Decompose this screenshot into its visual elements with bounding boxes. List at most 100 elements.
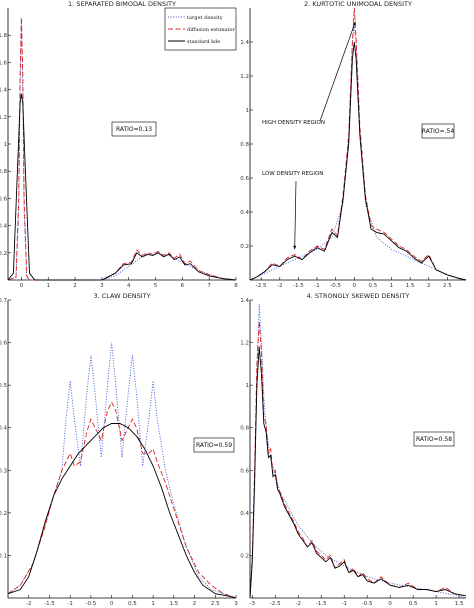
ratio-box <box>193 437 235 453</box>
x-tick-label: -2 <box>296 601 301 607</box>
y-tick-label: 0.1 <box>0 553 7 559</box>
x-tick-label: -0.5 <box>330 283 341 289</box>
annotation-label: HIGH DENSITY REGION <box>262 120 325 126</box>
series-line-solid <box>7 423 237 599</box>
y-tick-label: 0.4 <box>240 210 249 216</box>
x-tick-label: 2.5 <box>443 283 452 289</box>
series-line-dashed <box>249 321 467 599</box>
series-line-dotted <box>7 21 237 281</box>
x-tick-label: -1 <box>341 601 346 607</box>
x-tick-label: 7 <box>207 283 211 289</box>
y-tick-label: 0.6 <box>240 468 249 474</box>
x-tick-label: 0 <box>353 283 357 289</box>
y-tick-label: 0.6 <box>0 341 7 347</box>
x-tick-label: -0.5 <box>86 601 97 607</box>
y-tick-label: 0.5 <box>0 383 7 389</box>
x-tick-label: -1.5 <box>293 283 304 289</box>
series-line-dashed <box>7 401 237 599</box>
chart-title: 1. SEPARATED BIMODAL DENSITY <box>68 0 176 8</box>
y-tick-label: 0.2 <box>240 553 249 559</box>
x-tick-label: -2 <box>26 601 31 607</box>
y-tick-label: 1.4 <box>0 88 7 94</box>
x-tick-label: -2 <box>277 283 282 289</box>
y-tick-label: 1 <box>246 108 250 114</box>
series-line-dotted <box>7 342 237 599</box>
y-tick-label: 1.2 <box>240 341 249 347</box>
series-line-dashed <box>7 17 237 281</box>
x-tick-label: 0 <box>110 601 114 607</box>
x-tick-label: 0 <box>20 283 24 289</box>
ratio-box <box>421 123 455 139</box>
series-line-dotted <box>249 24 467 281</box>
annotation-label: LOW DENSITY REGION <box>262 171 323 177</box>
x-tick-label: -1.5 <box>316 601 327 607</box>
x-tick-label: 1 <box>151 601 155 607</box>
y-tick-label: 0.2 <box>240 244 249 250</box>
ratio-box <box>111 121 157 137</box>
x-tick-label: 1.5 <box>455 601 464 607</box>
x-tick-label: 1 <box>46 283 50 289</box>
x-tick-label: 5 <box>154 283 158 289</box>
x-tick-label: -2.5 <box>256 283 267 289</box>
ratio-label: RATIO=0.13 <box>116 126 152 133</box>
x-tick-label: -1.5 <box>44 601 55 607</box>
y-tick-label: 0.6 <box>240 176 249 182</box>
series-line-solid <box>249 346 467 599</box>
x-tick-label: 0.5 <box>128 601 137 607</box>
legend-label: diffusion estimator <box>187 27 235 33</box>
x-tick-label: -2.5 <box>270 601 281 607</box>
x-tick-label: 1 <box>390 283 394 289</box>
y-tick-label: 1.2 <box>240 74 249 80</box>
annotation-arrowhead <box>293 245 297 250</box>
annotation-arrowhead <box>352 21 356 26</box>
chart-title: 2. KURTOTIC UNIMODAL DENSITY <box>304 0 412 8</box>
legend: target density diffusion estimator standar… <box>164 7 237 51</box>
chart-title: 4. STRONGLY SKEWED DENSITY <box>307 292 410 300</box>
y-tick-label: 0.8 <box>240 426 249 432</box>
x-tick-label: 3 <box>234 601 238 607</box>
x-tick-label: 2 <box>427 283 431 289</box>
x-tick-label: 8 <box>234 283 238 289</box>
chart-panel-3: 3. CLAW DENSITY -2 -1.5 -1 -0.5 0 0.5 1 1.5 2 2.5 3… <box>0 292 238 607</box>
x-tick-label: 0.5 <box>369 283 378 289</box>
y-tick-label: 0.4 <box>240 511 249 517</box>
x-tick-label: 0 <box>388 601 392 607</box>
y-tick-label: 1.8 <box>0 33 7 39</box>
y-tick-label: 0.8 <box>0 169 7 175</box>
x-tick-label: -1 <box>314 283 319 289</box>
y-tick-label: 0.4 <box>0 224 7 230</box>
x-tick-label: 1.5 <box>169 601 178 607</box>
chart-title: 3. CLAW DENSITY <box>93 292 150 300</box>
y-tick-label: 1.4 <box>240 298 249 304</box>
y-tick-label: 0.8 <box>240 142 249 148</box>
x-tick-label: -3 <box>250 601 256 607</box>
ratio-label: RATIO=0.59 <box>196 442 232 449</box>
x-tick-label: -1 <box>67 601 72 607</box>
y-tick-label: 0.2 <box>0 511 7 517</box>
y-tick-label: 0.7 <box>0 298 7 304</box>
y-tick-label: 1 <box>4 142 8 148</box>
y-tick-label: 1 <box>246 383 250 389</box>
x-tick-label: 6 <box>181 283 185 289</box>
legend-label: standard kde <box>187 39 220 45</box>
annotation-arrow <box>319 21 356 122</box>
x-tick-label: 2.5 <box>211 601 220 607</box>
y-tick-label: 0.4 <box>0 426 7 432</box>
x-tick-label: -0.5 <box>362 601 373 607</box>
ratio-box <box>413 431 455 447</box>
y-tick-label: 0.3 <box>0 468 7 474</box>
ratio-label: RATIO=0.58 <box>416 436 452 443</box>
chart-panel-1: 1. SEPARATED BIMODAL DENSITY 0 1 2 3 4 5 6 7 8 0.2… <box>0 0 238 289</box>
y-tick-label: 0.2 <box>0 251 7 257</box>
series-line-solid <box>249 41 467 281</box>
x-tick-label: 4 <box>127 283 131 289</box>
y-tick-label: 0.6 <box>0 196 7 202</box>
x-tick-label: 2 <box>193 601 197 607</box>
legend-label: target density <box>187 15 223 21</box>
y-tick-label: 1.4 <box>240 40 249 46</box>
x-tick-label: 1.5 <box>406 283 415 289</box>
annotation-arrow <box>294 180 297 250</box>
x-tick-label: 0.5 <box>409 601 418 607</box>
series-line-dotted <box>249 304 467 599</box>
